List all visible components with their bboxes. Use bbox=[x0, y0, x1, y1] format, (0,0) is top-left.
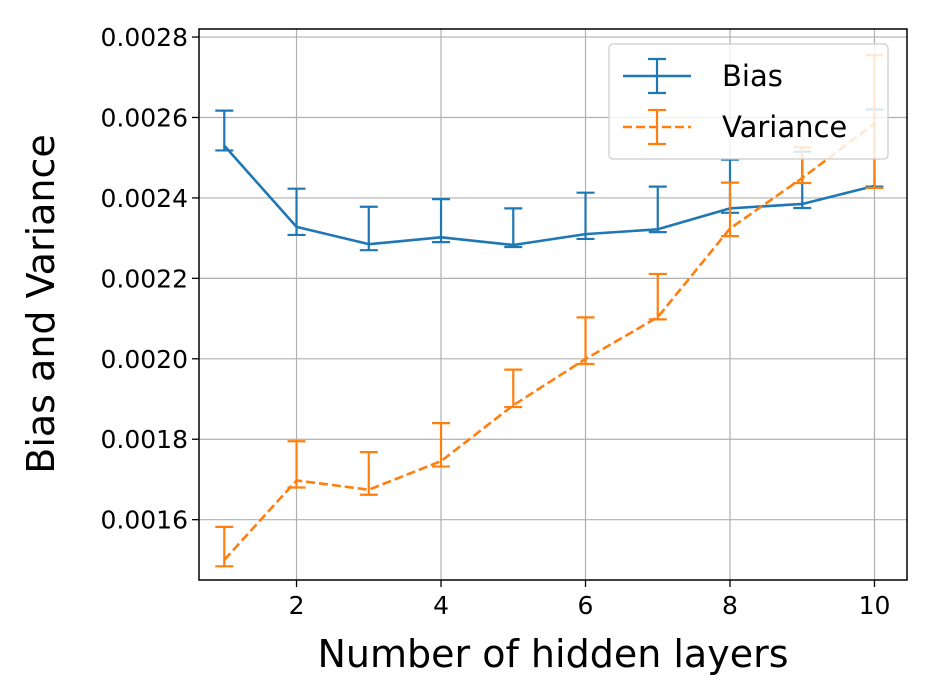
legend-bias-label: Bias bbox=[722, 59, 783, 93]
y-axis-label: Bias and Variance bbox=[19, 134, 63, 474]
y-tick-label: 0.0016 bbox=[101, 506, 188, 535]
y-tick-label: 0.0024 bbox=[101, 184, 188, 213]
x-axis-label: Number of hidden layers bbox=[318, 632, 789, 676]
legend-box bbox=[608, 43, 889, 160]
bias-series bbox=[215, 108, 884, 252]
y-tick-label: 0.0022 bbox=[101, 264, 188, 293]
variance-line bbox=[223, 122, 876, 561]
x-tick-label: 2 bbox=[289, 591, 305, 620]
variance-series bbox=[215, 54, 884, 568]
y-tick-label: 0.0028 bbox=[101, 23, 188, 52]
ticks: 2 4 6 8 10 0.0016 0.0018 0.0020 0.0022 0.0024 0.00… bbox=[101, 23, 891, 620]
y-tick-label: 0.0026 bbox=[101, 103, 188, 132]
legend: Bias Variance bbox=[608, 43, 889, 160]
bias-line bbox=[223, 144, 875, 247]
series-layer bbox=[215, 54, 884, 568]
y-tick-label: 0.0020 bbox=[101, 345, 188, 374]
x-tick-label: 4 bbox=[433, 591, 449, 620]
legend-variance-label: Variance bbox=[722, 110, 847, 144]
x-tick-label: 6 bbox=[578, 591, 594, 620]
y-tick-label: 0.0018 bbox=[101, 425, 188, 454]
x-tick-label: 8 bbox=[722, 591, 738, 620]
x-tick-label: 10 bbox=[859, 591, 891, 620]
plot-frame bbox=[198, 28, 908, 581]
